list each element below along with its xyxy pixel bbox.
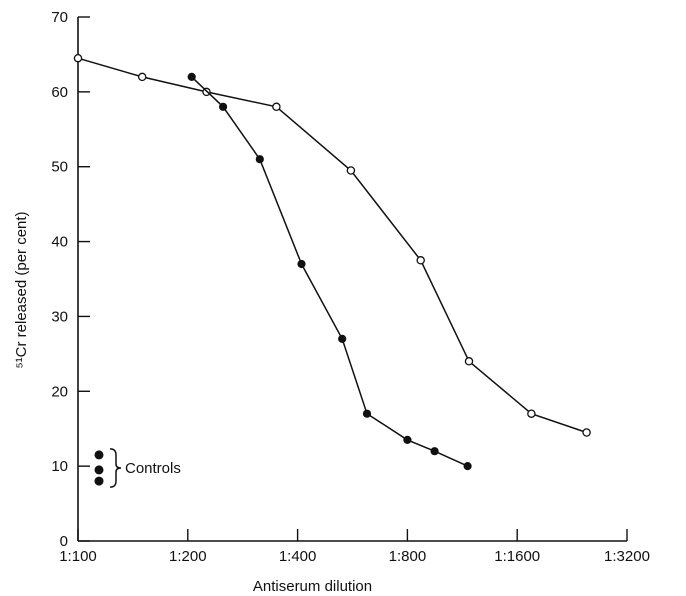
y-axis-title: ⁵¹Cr released (per cent)	[13, 211, 30, 368]
series-1	[73, 53, 591, 437]
data-point	[430, 447, 439, 456]
x-axis-title: Antiserum dilution	[253, 578, 372, 595]
y-tick-label: 50	[51, 159, 68, 176]
data-point	[464, 357, 474, 366]
data-point	[463, 462, 472, 471]
data-point	[219, 102, 228, 111]
data-point	[338, 334, 347, 343]
series-line	[77, 57, 587, 434]
controls-brace	[109, 448, 122, 488]
y-tick-label: 10	[51, 458, 68, 475]
controls-label: Controls	[125, 460, 181, 477]
series-2	[187, 72, 472, 471]
data-point	[297, 259, 306, 269]
data-point	[582, 428, 591, 437]
data-point	[73, 53, 83, 63]
control-point	[94, 450, 104, 460]
y-tick-label: 70	[51, 9, 68, 26]
data-point	[137, 72, 147, 82]
y-tick-label: 60	[51, 84, 68, 101]
x-tick-label: 1:200	[169, 548, 207, 565]
data-point	[416, 256, 425, 265]
data-point	[187, 72, 196, 82]
y-tick-label: 20	[51, 383, 68, 400]
x-tick-label: 1:100	[59, 548, 97, 565]
data-point	[362, 409, 372, 418]
series-layer	[73, 53, 591, 471]
y-tick-label: 40	[51, 234, 68, 251]
x-tick-label: 1:1600	[494, 548, 540, 565]
data-point	[346, 166, 356, 175]
ticks: 0 10 20 30 40 50 60 70 1:100 1:200 1:400 1:800 1:160…	[51, 9, 650, 565]
controls-group: Controls	[94, 448, 181, 488]
data-point	[403, 435, 412, 444]
y-tick-label: 30	[51, 308, 68, 325]
control-point	[94, 476, 104, 486]
data-point	[272, 102, 281, 112]
axes	[77, 17, 627, 542]
data-point	[255, 155, 264, 164]
x-tick-label: 1:3200	[604, 548, 650, 565]
data-point	[527, 409, 536, 418]
control-point	[94, 465, 104, 475]
y-tick-label: 0	[60, 533, 68, 550]
x-tick-label: 1:400	[279, 548, 317, 565]
x-tick-label: 1:800	[389, 548, 427, 565]
